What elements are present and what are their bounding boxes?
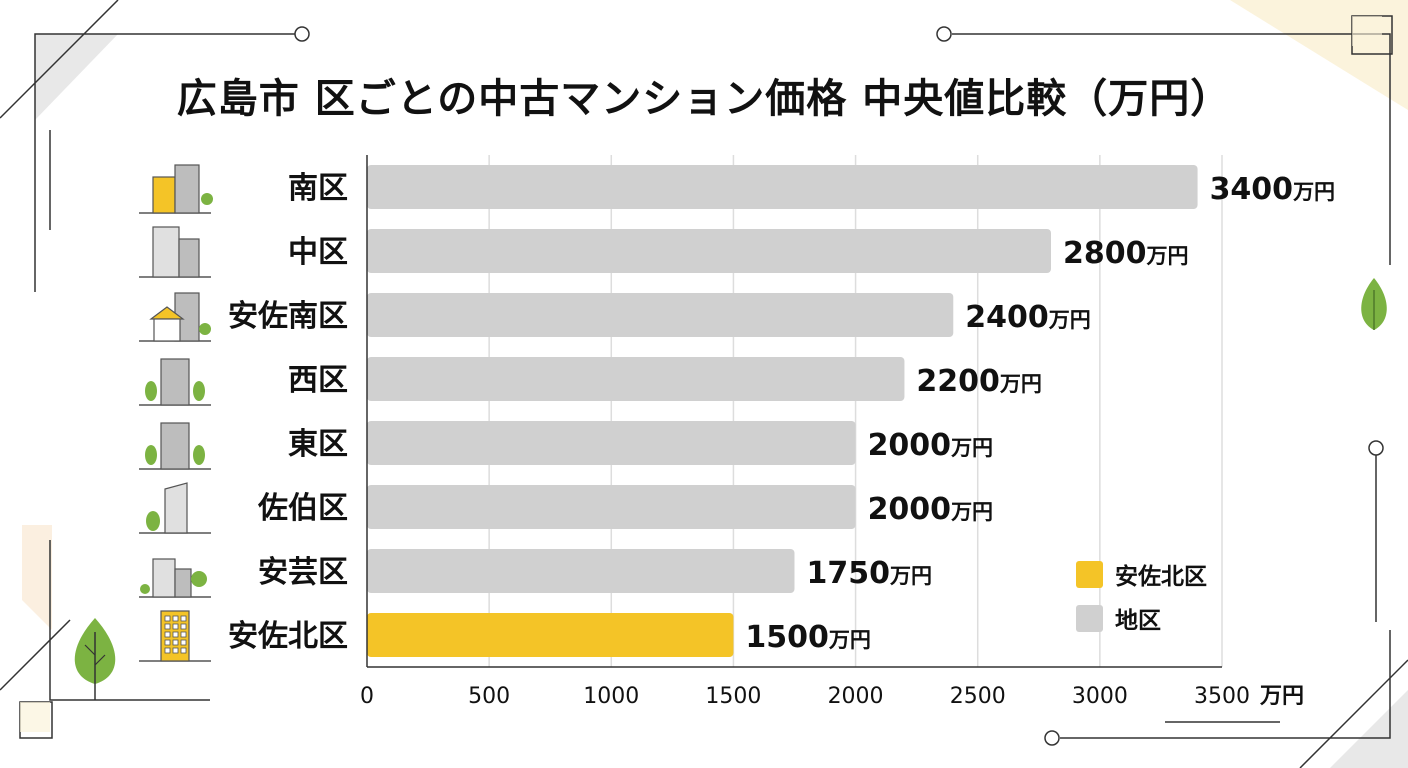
- bar: [367, 613, 734, 657]
- x-tick-label: 2500: [950, 684, 1006, 709]
- accent-square-top-right: [1352, 16, 1382, 46]
- houses-icon: [139, 558, 211, 598]
- data-label: 2200万円: [916, 364, 1042, 399]
- category-label: 安佐南区: [228, 299, 348, 334]
- category-label: 安芸区: [258, 555, 348, 590]
- apartment-icon: [139, 422, 211, 470]
- x-tick-label: 1000: [583, 684, 639, 709]
- category-label: 安佐北区: [228, 619, 348, 654]
- house-building-icon: [139, 292, 211, 342]
- x-tick-label: 500: [468, 684, 510, 709]
- frame-line-top-left: [34, 33, 295, 292]
- x-tick-label: 2000: [828, 684, 884, 709]
- buildings-icon: [139, 164, 213, 214]
- node-circle-2: [936, 26, 952, 42]
- legend-swatch: [1076, 605, 1103, 632]
- node-circle-1: [294, 26, 310, 42]
- frame-line-bottom-right: [1060, 630, 1391, 739]
- leaf-icon-right: [1361, 278, 1387, 330]
- category-label: 西区: [288, 363, 348, 398]
- bar: [367, 165, 1198, 209]
- data-label: 1750万円: [807, 556, 933, 591]
- category-label: 南区: [288, 171, 348, 206]
- bar: [367, 293, 954, 337]
- legend-swatch: [1076, 561, 1103, 588]
- x-tick-label: 3000: [1072, 684, 1128, 709]
- legend-label: 安佐北区: [1115, 563, 1207, 590]
- bar: [367, 229, 1051, 273]
- corner-triangle-bottom-right: [1330, 690, 1408, 768]
- bar: [367, 421, 856, 465]
- node-circle-4: [1044, 730, 1060, 746]
- data-label: 2000万円: [868, 492, 994, 527]
- diagonal-line-bottom-right: [1299, 659, 1408, 768]
- legend-label: 地区: [1115, 608, 1161, 634]
- data-label: 2800万円: [1063, 236, 1189, 271]
- node-circle-3: [1368, 440, 1384, 456]
- chart-title: 広島市 区ごとの中古マンション価格 中央値比較（万円）: [176, 76, 1232, 122]
- data-label: 2000万円: [868, 428, 994, 463]
- x-tick-label: 1500: [705, 684, 761, 709]
- frame-line-top-right: [952, 33, 1391, 265]
- apartment-icon: [139, 358, 211, 406]
- x-tick-label: 0: [360, 684, 374, 709]
- category-label: 東区: [288, 427, 348, 462]
- accent-square-bottom-left: [20, 702, 50, 732]
- office-building-icon: [139, 226, 211, 278]
- corner-triangle-top-left: [35, 34, 118, 120]
- frame-line-bottom-left: [49, 540, 210, 701]
- data-label: 1500万円: [745, 620, 871, 655]
- x-axis-unit: 万円: [1259, 684, 1304, 709]
- bar: [367, 549, 795, 593]
- data-label: 3400万円: [1210, 172, 1336, 207]
- x-tick-label: 3500: [1194, 684, 1250, 709]
- tower-icon: [139, 482, 211, 534]
- diagonal-line-top-left: [0, 0, 119, 119]
- yellow-apartment-icon: [139, 610, 211, 662]
- corner-shape-left: [22, 525, 52, 630]
- data-label: 2400万円: [965, 300, 1090, 335]
- diagonal-line-bottom-left: [0, 619, 71, 691]
- leaf-icon-left: [74, 618, 116, 700]
- category-label: 佐伯区: [257, 491, 348, 526]
- category-label: 中区: [288, 235, 348, 270]
- bar: [367, 357, 905, 401]
- bar: [367, 485, 856, 529]
